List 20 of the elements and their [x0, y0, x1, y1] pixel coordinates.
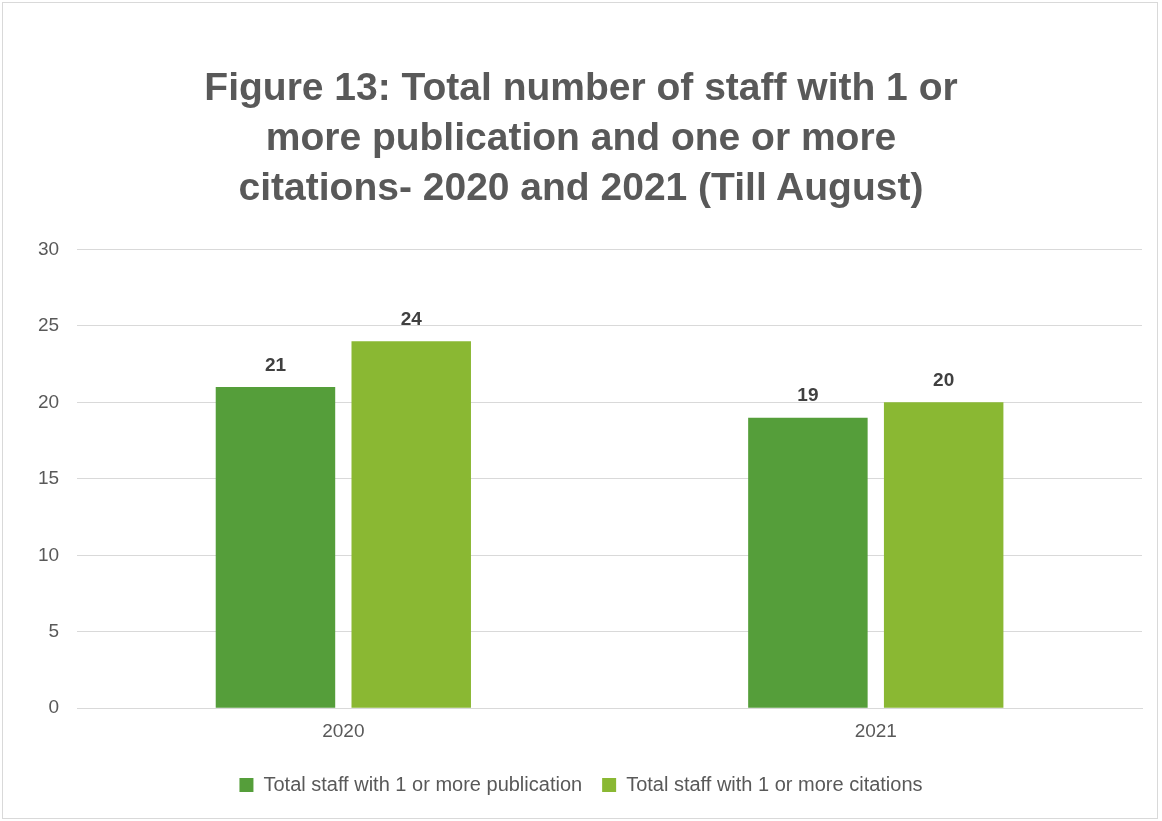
- bar: [883, 402, 1004, 708]
- legend-label: Total staff with 1 or more publication: [263, 772, 583, 795]
- y-tick-label: 0: [48, 696, 60, 718]
- legend-label: Total staff with 1 or more citations: [626, 772, 923, 795]
- y-tick-label: 10: [37, 543, 60, 565]
- x-tick-label: 2021: [854, 719, 897, 741]
- data-label: 19: [797, 384, 819, 406]
- y-tick-label: 25: [37, 314, 60, 336]
- bar: [351, 341, 471, 708]
- y-tick-label: 30: [37, 237, 60, 259]
- bar: [215, 387, 336, 708]
- y-tick-label: 20: [37, 390, 60, 412]
- y-tick-label: 5: [48, 619, 60, 641]
- data-label: 20: [933, 369, 955, 391]
- bar: [748, 417, 868, 708]
- data-label: 21: [264, 353, 287, 375]
- chart-title: Figure 13: Total number of staff with 1 or more publication and one or more citations- 2020 and 2021 (Till August): [203, 64, 959, 210]
- data-label: 24: [400, 307, 423, 329]
- y-tick-label: 15: [37, 467, 60, 489]
- x-tick-label: 2020: [322, 719, 365, 741]
